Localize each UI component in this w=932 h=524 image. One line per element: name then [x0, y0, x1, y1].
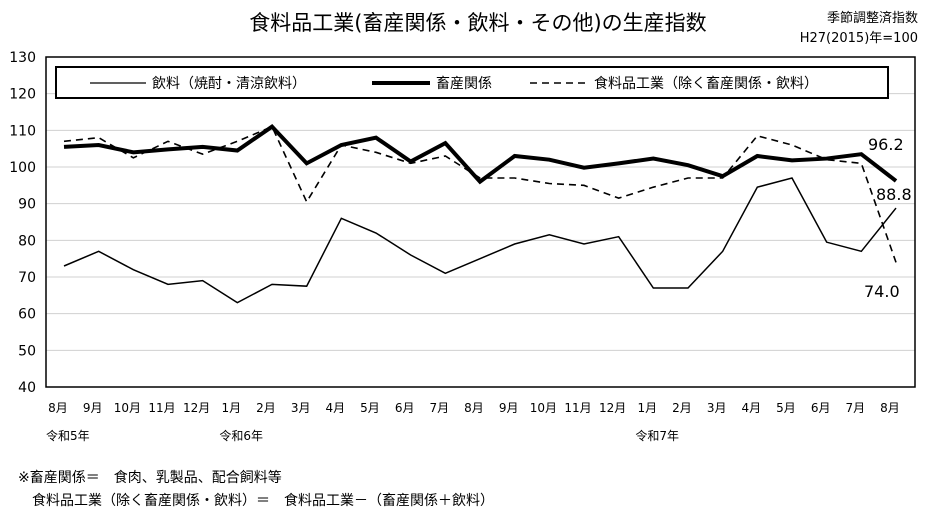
y-tick-label: 130	[9, 50, 36, 66]
y-tick-label: 40	[18, 380, 36, 396]
series-line-1	[63, 124, 898, 185]
x-tick-label: 9月	[499, 401, 519, 415]
x-tick-label: 2月	[256, 401, 276, 415]
x-tick-label: 3月	[291, 401, 311, 415]
x-tick-label: 9月	[83, 401, 103, 415]
x-tick-label: 4月	[742, 401, 762, 415]
y-tick-label: 100	[9, 160, 36, 176]
y-tick-label: 60	[18, 307, 36, 323]
data-label-livestock-last: 96.2	[868, 135, 904, 154]
x-tick-label: 12月	[183, 401, 210, 415]
legend: 飲料（焼酎・清涼飲料） 畜産関係 食料品工業（除く畜産関係・飲料）	[55, 66, 889, 99]
y-tick-label: 90	[18, 197, 36, 213]
legend-label-livestock: 畜産関係	[436, 76, 492, 92]
x-tick-label: 10月	[530, 401, 557, 415]
y-tick-label: 110	[9, 123, 36, 139]
x-tick-label: 3月	[707, 401, 727, 415]
x-tick-label: 2月	[672, 401, 692, 415]
x-tick-label: 12月	[599, 401, 626, 415]
x-tick-label: 8月	[48, 401, 68, 415]
x-tick-label: 7月	[846, 401, 866, 415]
y-tick-label: 120	[9, 87, 36, 103]
era-label: 令和6年	[219, 428, 263, 443]
chart-title: 食料品工業(畜産関係・飲料・その他)の生産指数	[249, 11, 706, 35]
y-tick-label: 50	[18, 343, 36, 359]
plot-area	[45, 56, 916, 388]
subtitle-line-2: H27(2015)年=100	[800, 31, 918, 46]
y-tick-label: 80	[18, 233, 36, 249]
x-tick-label: 1月	[638, 401, 658, 415]
x-tick-label: 5月	[360, 401, 380, 415]
x-tick-label: 11月	[148, 401, 175, 415]
x-tick-label: 11月	[564, 401, 591, 415]
subtitle-line-1: 季節調整済指数	[827, 10, 918, 26]
data-label-food-last: 74.0	[864, 282, 900, 301]
era-label: 令和5年	[46, 428, 90, 443]
note-line-1: ※畜産関係＝ 食肉、乳製品、配合飼料等	[18, 469, 282, 486]
x-tick-label: 6月	[811, 401, 831, 415]
y-tick-label: 70	[18, 270, 36, 286]
note-line-2: 食料品工業（除く畜産関係・飲料）＝ 食料品工業－（畜産関係＋飲料）	[18, 492, 494, 509]
x-tick-label: 10月	[114, 401, 141, 415]
x-tick-label: 7月	[430, 401, 450, 415]
legend-label-food: 食料品工業（除く畜産関係・飲料）	[594, 75, 818, 92]
x-tick-label: 8月	[880, 401, 900, 415]
series-line-2	[63, 125, 897, 263]
x-tick-label: 1月	[222, 401, 242, 415]
data-label-beverage-last: 88.8	[876, 185, 912, 204]
x-tick-label: 5月	[776, 401, 796, 415]
series-line-0	[63, 177, 897, 304]
legend-label-beverage: 飲料（焼酎・清涼飲料）	[152, 76, 306, 92]
x-tick-label: 6月	[395, 401, 415, 415]
x-tick-label: 4月	[326, 401, 346, 415]
x-tick-label: 8月	[464, 401, 484, 415]
era-label: 令和7年	[635, 428, 679, 443]
